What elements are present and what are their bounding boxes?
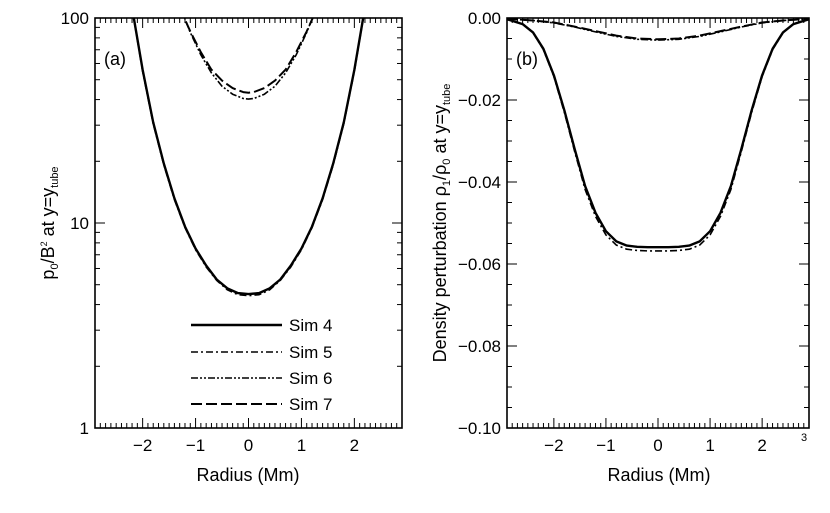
curve-sim-5	[132, 18, 365, 297]
panel-b-x-axis-label: Radius (Mm)	[607, 465, 710, 485]
panel-a-y-ticks: 1 10 100	[61, 9, 402, 438]
curve-sim-6	[183, 18, 314, 100]
x-tick-label: −1	[186, 436, 205, 455]
y-tick-label: 10	[70, 214, 89, 233]
curve-sim-7	[183, 18, 314, 94]
panel-b-curves	[507, 18, 809, 252]
x-tick-label: 0	[653, 436, 662, 455]
curve-sim-7	[507, 18, 809, 41]
y-tick-label: −0.04	[458, 173, 501, 192]
panel-a-x-axis-label: Radius (Mm)	[196, 465, 299, 485]
y-label-a-sub2: tube	[49, 166, 61, 187]
panel-b-corner-annotation: 3	[801, 432, 807, 444]
x-tick-label: 2	[757, 436, 766, 455]
y-tick-label: 1	[80, 419, 89, 438]
y-label-b-main: Density perturbation ρ	[430, 186, 450, 362]
legend-label-sim-5: Sim 5	[289, 343, 332, 362]
y-label-b-sub-mid: 0	[441, 159, 453, 165]
legend-label-sim-6: Sim 6	[289, 369, 332, 388]
legend-label-sim-4: Sim 4	[289, 316, 332, 335]
panel-a-curves	[132, 18, 365, 297]
panel-b: −2 −1 0 1 2 0.00 −0.02 −0.04 −0.06 −0.08 −0.10 (b…	[430, 9, 810, 485]
y-label-a-sup: 2	[39, 241, 49, 246]
y-label-a-mid2: at y=y	[38, 188, 58, 242]
panel-b-tag: (b)	[516, 49, 538, 69]
panel-a-frame	[94, 17, 403, 429]
y-tick-label: 0.00	[468, 9, 501, 28]
legend-label-sim-7: Sim 7	[289, 395, 332, 414]
panel-a-x-ticks: −2 −1 0 1 2	[94, 18, 403, 455]
y-label-b-mid2: at y=y	[430, 105, 450, 159]
y-tick-label: 100	[61, 9, 89, 28]
y-label-b-sub2: tube	[441, 84, 453, 105]
curve-sim-4	[507, 18, 809, 249]
curve-sim-4	[132, 18, 365, 296]
legend: Sim 4 Sim 5 Sim 6 Sim 7	[191, 316, 332, 414]
panel-b-y-axis-label: Density perturbation ρ1/ρ0 at y=ytube	[430, 84, 453, 363]
panel-b-frame	[506, 17, 810, 429]
y-label-b-mid: /ρ	[430, 165, 450, 180]
x-tick-label: −2	[544, 436, 563, 455]
x-tick-label: 1	[705, 436, 714, 455]
y-label-a-main: p	[38, 270, 58, 280]
panel-b-x-ticks: −2 −1 0 1 2	[506, 18, 810, 455]
x-tick-label: −2	[133, 436, 152, 455]
y-tick-label: −0.06	[458, 255, 501, 274]
y-tick-label: −0.02	[458, 91, 501, 110]
x-tick-label: −1	[596, 436, 615, 455]
y-label-a-mid: /B	[38, 246, 58, 263]
y-label-b-sub1: 1	[441, 180, 453, 186]
y-label-a-sub1: 0	[49, 263, 61, 269]
x-tick-label: 1	[297, 436, 306, 455]
panel-a-y-axis-label: p0/B2 at y=ytube	[38, 166, 61, 279]
x-tick-label: 2	[350, 436, 359, 455]
curve-sim-5	[507, 18, 809, 252]
y-tick-label: −0.10	[458, 419, 501, 438]
x-tick-label: 0	[244, 436, 253, 455]
panel-b-y-ticks: 0.00 −0.02 −0.04 −0.06 −0.08 −0.10	[458, 9, 809, 438]
panel-a-tag: (a)	[104, 49, 126, 69]
y-tick-label: −0.08	[458, 337, 501, 356]
